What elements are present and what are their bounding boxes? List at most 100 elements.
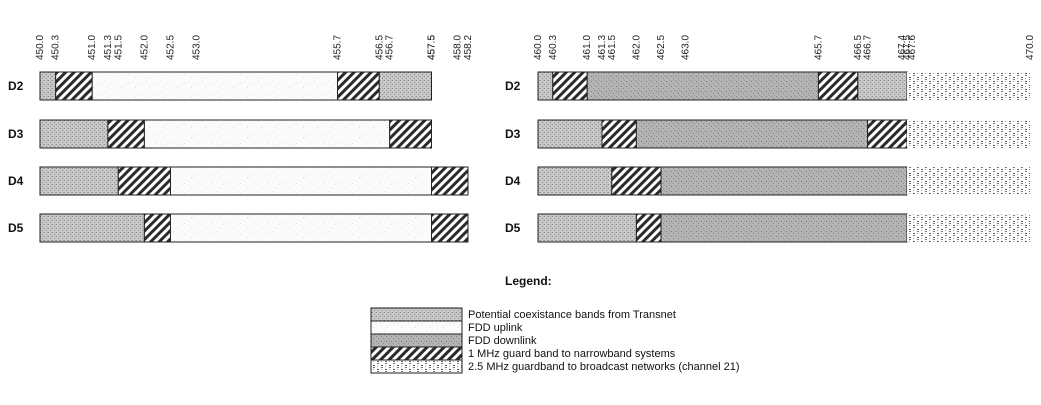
frequency-tick-label: 462.0 [631,35,642,60]
legend-item-uplink: FDD uplink [370,320,523,335]
frequency-tick-label: 450.0 [35,35,46,60]
legend-swatch [370,359,463,374]
legend-title: Legend: [505,274,552,288]
band-segment-guard1 [107,119,145,149]
frequency-tick-label: 452.0 [139,35,150,60]
band-segment-guard1 [611,166,662,196]
band-plan-450-458: 450.0 450.3 451.0 451.3 451.5 452.0 452.5 453.0… [8,35,474,243]
band-segment-guard1 [601,119,637,149]
frequency-tick-label: 460.3 [548,35,559,60]
band-segment-coexistence [857,71,908,101]
legend-swatch [370,307,463,322]
band-segment-guard1 [817,71,859,101]
frequency-tick-label: 452.5 [166,35,177,60]
legend: Legend: Potential coexistance bands from… [370,274,740,374]
row-label: D4 [8,174,24,188]
band-segment-guard25 [907,214,1030,242]
band-segment-coexistence [39,71,57,101]
band-row-d3: D3 [8,119,433,149]
band-segment-downlink [586,71,819,101]
legend-item-downlink: FDD downlink [370,333,537,348]
frequency-tick-label: 450.3 [51,35,62,60]
frequency-tick-label: 467.6 [907,35,918,60]
band-segment-uplink [170,213,432,243]
band-segment-guard1 [431,213,469,243]
band-segment-guard25 [907,72,1030,100]
band-segment-coexistence [378,71,432,101]
band-row-d2: D2 [8,71,432,101]
band-segment-coexistence [537,71,554,101]
legend-swatch [370,320,463,335]
frequency-tick-label: 466.7 [863,35,874,60]
band-row-d5: D5 [8,213,469,243]
band-row-d3: D3 [505,119,1030,149]
band-segment-guard1 [55,71,93,101]
frequency-tick-label: 461.3 [597,35,608,60]
row-label: D4 [505,174,521,188]
band-segment-guard1 [117,166,172,196]
frequency-tick-label: 467.4 [897,35,908,60]
legend-swatch [370,333,463,348]
frequency-tick-label: 456.7 [385,35,396,60]
band-segment-guard1 [431,166,469,196]
band-segment-coexistence [537,166,613,196]
band-segment-guard1 [337,71,380,101]
legend-label: Potential coexistance bands from Transne… [468,309,676,321]
frequency-tick-label: 451.5 [113,35,124,60]
band-segment-guard1 [635,213,662,243]
frequency-tick-label: 461.5 [607,35,618,60]
band-segment-guard1 [389,119,433,149]
row-label: D3 [8,127,24,141]
frequency-tick-label: 467.5 [902,35,913,60]
frequency-tick-label: 451.0 [87,35,98,60]
band-segment-coexistence [537,213,637,243]
band-segment-uplink [170,166,432,196]
frequency-tick-label: 451.3 [103,35,114,60]
legend-item-guard1: 1 MHz guard band to narrowband systems [370,346,676,361]
frequency-tick-label: 457.5 [427,35,438,60]
frequency-tick-label: 470.0 [1025,35,1036,60]
frequency-tick-label: 457.5 [427,35,438,60]
band-segment-coexistence [537,119,603,149]
band-segment-downlink [635,119,869,149]
row-label: D5 [505,221,521,235]
legend-label: 1 MHz guard band to narrowband systems [468,348,676,360]
band-segment-downlink [660,166,908,196]
frequency-tick-label: 465.7 [813,35,824,60]
row-label: D2 [505,79,521,93]
legend-label: FDD uplink [468,322,523,334]
band-row-d2: D2 [505,71,1030,101]
row-label: D5 [8,221,24,235]
row-label: D3 [505,127,521,141]
frequency-tick-label: 453.0 [192,35,203,60]
frequency-tick-label: 463.0 [681,35,692,60]
frequency-tick-label: 458.2 [463,35,474,60]
band-segment-guard25 [907,167,1030,195]
band-segment-guard1 [867,119,908,149]
band-segment-guard1 [552,71,588,101]
band-segment-guard25 [907,120,1030,148]
frequency-tick-label: 466.5 [853,35,864,60]
frequency-tick-label: 461.0 [582,35,593,60]
band-segment-uplink [91,71,338,101]
frequency-tick-label: 456.5 [374,35,385,60]
legend-swatch [370,346,463,361]
legend-item-guard25: 2.5 MHz guardband to broadcast networks … [370,359,740,374]
band-segment-uplink [143,119,391,149]
legend-item-coexistence: Potential coexistance bands from Transne… [370,307,676,322]
frequency-tick-label: 458.0 [453,35,464,60]
band-segment-coexistence [39,166,119,196]
frequency-tick-label: 455.7 [333,35,344,60]
frequency-tick-label: 462.5 [656,35,667,60]
legend-label: 2.5 MHz guardband to broadcast networks … [468,361,740,373]
band-segment-coexistence [39,213,145,243]
frequency-tick-label: 460.0 [533,35,544,60]
legend-label: FDD downlink [468,335,537,347]
band-segment-guard1 [143,213,171,243]
band-segment-downlink [660,213,908,243]
band-segment-coexistence [39,119,109,149]
band-row-d4: D4 [8,166,469,196]
row-label: D2 [8,79,24,93]
